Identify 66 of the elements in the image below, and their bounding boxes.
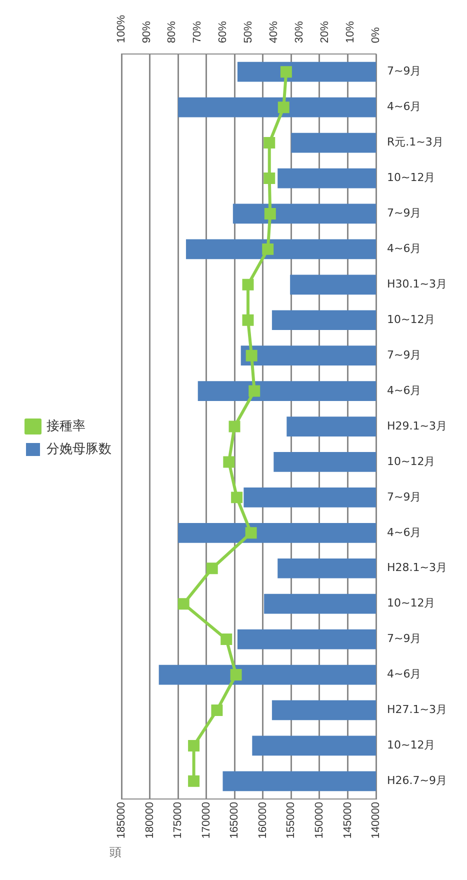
x-tick-label: 165000 (228, 802, 241, 839)
y-tick-label: 4~6月 (387, 242, 422, 256)
x2-tick-label: 50% (242, 20, 255, 44)
x-tick-label: 160000 (256, 802, 269, 839)
y-tick-label: 7~9月 (387, 64, 422, 78)
y-tick-label: 4~6月 (387, 668, 422, 681)
x-tick-label: 180000 (144, 802, 156, 839)
y-tick-label: 10~12月 (387, 596, 436, 610)
y-tick-label: R元.1~3月 (387, 136, 444, 149)
x2-tick-label: 70% (192, 20, 204, 44)
point (264, 137, 276, 149)
point (206, 562, 218, 574)
y-tick-label: 7~9月 (387, 490, 422, 504)
x-axis-title: 頭 (110, 844, 122, 859)
y-tick-label: 4~6月 (387, 100, 422, 114)
y-tick-label: 4~6月 (387, 526, 422, 539)
point (211, 704, 223, 716)
point (231, 492, 243, 504)
y-tick-label: 4~6月 (387, 384, 422, 397)
point (262, 243, 274, 255)
point (245, 527, 257, 539)
x-tick-label: 150000 (313, 802, 326, 839)
point (188, 775, 200, 787)
x-tick-label: 170000 (200, 802, 212, 839)
x-tick-label: 155000 (285, 802, 298, 839)
point (242, 314, 254, 326)
point (248, 385, 260, 397)
x2-tick-label: 10% (344, 20, 356, 44)
point (278, 102, 290, 114)
y-tick-label: H30.1~3月 (387, 278, 448, 291)
x2-tick-label: 80% (166, 20, 178, 44)
y-tick-label: 7~9月 (387, 632, 422, 646)
point (246, 350, 258, 362)
x-tick-label: 175000 (172, 802, 184, 839)
point (280, 66, 292, 78)
point (188, 740, 200, 752)
y-tick-label: 10~12月 (387, 312, 436, 326)
y-tick-label: 7~9月 (387, 348, 422, 362)
y-tick-label: H29.1~3月 (387, 419, 448, 432)
y-tick-label: 10~12月 (387, 454, 436, 468)
y-tick-label: H27.1~3月 (387, 703, 448, 716)
point (220, 634, 232, 646)
x2-tick-label: 0% (370, 27, 382, 44)
y-tick-label: H28.1~3月 (387, 561, 448, 574)
y-tick-label: 10~12月 (387, 738, 436, 752)
x-tick-label: 140000 (370, 802, 382, 839)
point (178, 598, 190, 610)
x-tick-label: 145000 (342, 802, 354, 839)
x2-tick-label: 20% (318, 20, 331, 44)
legend-label: 接種率 (46, 418, 86, 434)
x2-tick-label: 30% (293, 20, 306, 44)
point (223, 456, 235, 468)
point (228, 420, 240, 432)
x2-tick-label: 90% (140, 20, 153, 44)
point (242, 278, 254, 290)
x2-tick-label: 100% (115, 14, 128, 44)
x-tick-label: 185000 (116, 802, 128, 839)
y-tick-label: 10~12月 (387, 171, 436, 184)
legend-label: 分娩母豚数 (46, 442, 112, 457)
y-tick-label: H26.7~9月 (387, 774, 448, 788)
y-tick-label: 7~9月 (387, 206, 422, 220)
point (264, 208, 276, 220)
point (264, 172, 276, 184)
x2-tick-label: 40% (268, 20, 280, 44)
point (230, 669, 242, 681)
x2-tick-label: 60% (217, 20, 230, 44)
